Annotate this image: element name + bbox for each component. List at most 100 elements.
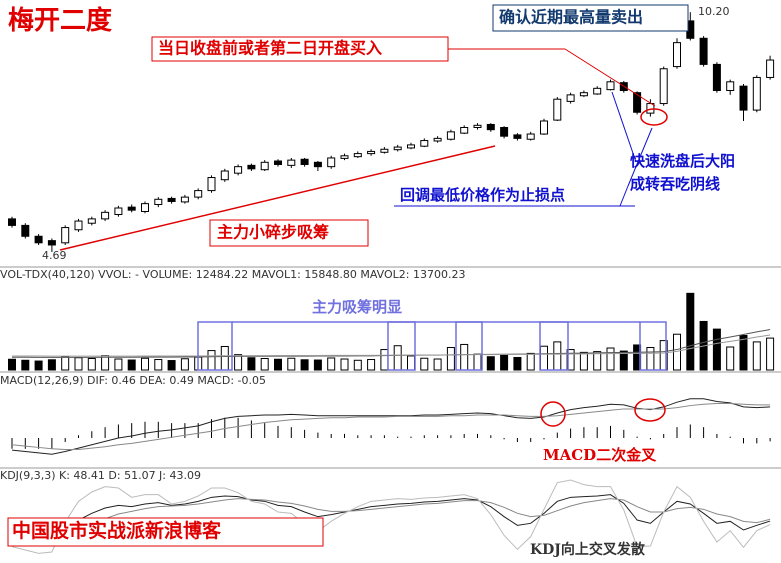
candle-body (726, 81, 735, 92)
volume-bar (420, 357, 429, 371)
volume-bar (353, 359, 362, 371)
volume-bar (327, 357, 336, 371)
volume-bar (726, 346, 735, 371)
volume-bar (313, 359, 322, 371)
volume-bar (114, 358, 123, 371)
candle-body (420, 140, 429, 147)
candle-body (247, 164, 256, 170)
volume-bar (433, 358, 442, 371)
candle-body (766, 59, 775, 78)
candle-body (34, 235, 43, 244)
volume-bar (247, 357, 256, 371)
candle-body (287, 159, 296, 166)
candle-body (220, 170, 229, 181)
volume-bar (34, 360, 43, 371)
candle-body (234, 166, 243, 174)
candle-body (353, 153, 362, 158)
candle-body (87, 218, 96, 224)
candle-body (180, 196, 189, 203)
volume-header: VOL-TDX(40,120) VVOL: - VOLUME: 12484.22… (0, 268, 465, 281)
buy-box (151, 36, 449, 62)
candle-body (167, 197, 176, 202)
volume-bar (234, 354, 243, 371)
candle-body (141, 203, 149, 212)
blog-name: 中国股市实战派新浪博客 (12, 519, 222, 542)
candle-body (300, 158, 309, 165)
volume-bar (220, 345, 229, 371)
volume-bar (766, 337, 775, 371)
k-line (11, 494, 771, 542)
candle-body (154, 198, 163, 206)
candle-body (433, 137, 442, 142)
candle-body (593, 87, 602, 95)
volume-bar (8, 358, 16, 371)
volume-bar (540, 345, 548, 371)
pointer (619, 185, 629, 207)
title: 梅开二度 (8, 5, 112, 36)
candle-body (633, 92, 642, 113)
candle-body (739, 85, 748, 111)
volume-bar (752, 341, 761, 371)
volume-bar (367, 359, 376, 371)
volume-bar (473, 353, 482, 371)
volume-bar (287, 357, 296, 371)
volume-bar (74, 357, 83, 371)
candle-body (659, 68, 668, 105)
volume-bar (87, 358, 96, 371)
dea-line (11, 403, 771, 450)
volume-bar (513, 356, 522, 371)
candle-body (313, 161, 322, 168)
volume-bar (566, 349, 575, 371)
candle-body (579, 92, 588, 97)
candle-body (101, 211, 110, 220)
volume-bar (407, 355, 415, 371)
blog-box (7, 517, 324, 547)
candle-body (61, 227, 70, 244)
volume-bar (61, 356, 70, 371)
candle-body (47, 240, 56, 246)
volume-bar (21, 359, 30, 371)
buy-note: 当日收盘前或者第二日开盘买入 (158, 39, 382, 58)
candle-body (114, 207, 123, 216)
kdj-header: KDJ(9,3,3) K: 48.41 D: 51.07 J: 43.09 (0, 469, 201, 482)
candle-body (74, 220, 83, 231)
candle-body (606, 81, 615, 91)
candle-body (752, 76, 761, 111)
pointer (611, 91, 637, 163)
candle-body (393, 146, 402, 151)
volume-bar (646, 347, 655, 371)
volume-bar (619, 350, 628, 371)
kdj-note: KDJ向上交叉发散 (530, 541, 646, 558)
trend-line (59, 145, 496, 251)
volume-bar (739, 335, 748, 371)
candle-body (407, 144, 415, 149)
marks: 4.69 10.20 (8, 5, 775, 554)
wash-note: 成转吞吃阴线 (630, 175, 720, 193)
candle-body (566, 94, 575, 102)
candle-body (486, 123, 495, 131)
volume-bar (579, 351, 588, 371)
candle-body (526, 133, 535, 140)
volume-bar (154, 359, 163, 371)
volume-bar (207, 350, 216, 371)
candle-body (540, 120, 548, 135)
volume-bar (274, 358, 282, 371)
candle-body (8, 218, 16, 226)
cross-circle (634, 398, 666, 422)
candle-body (207, 177, 216, 192)
candle-body (699, 37, 708, 65)
candle-body (327, 157, 336, 168)
candle-body (127, 206, 136, 211)
volume-bar (486, 356, 495, 371)
candle-body (274, 160, 282, 165)
candle-body (21, 224, 30, 237)
candle-body (194, 190, 203, 198)
sell-note: 确认近期最高量卖出 (499, 8, 643, 27)
accumulate-box (209, 219, 369, 247)
price-label: 10.20 (698, 5, 730, 18)
volume-bar (712, 328, 721, 371)
volume-bar (380, 349, 389, 371)
volume-note: 主力吸筹明显 (312, 298, 402, 316)
volume-bar (47, 359, 56, 371)
